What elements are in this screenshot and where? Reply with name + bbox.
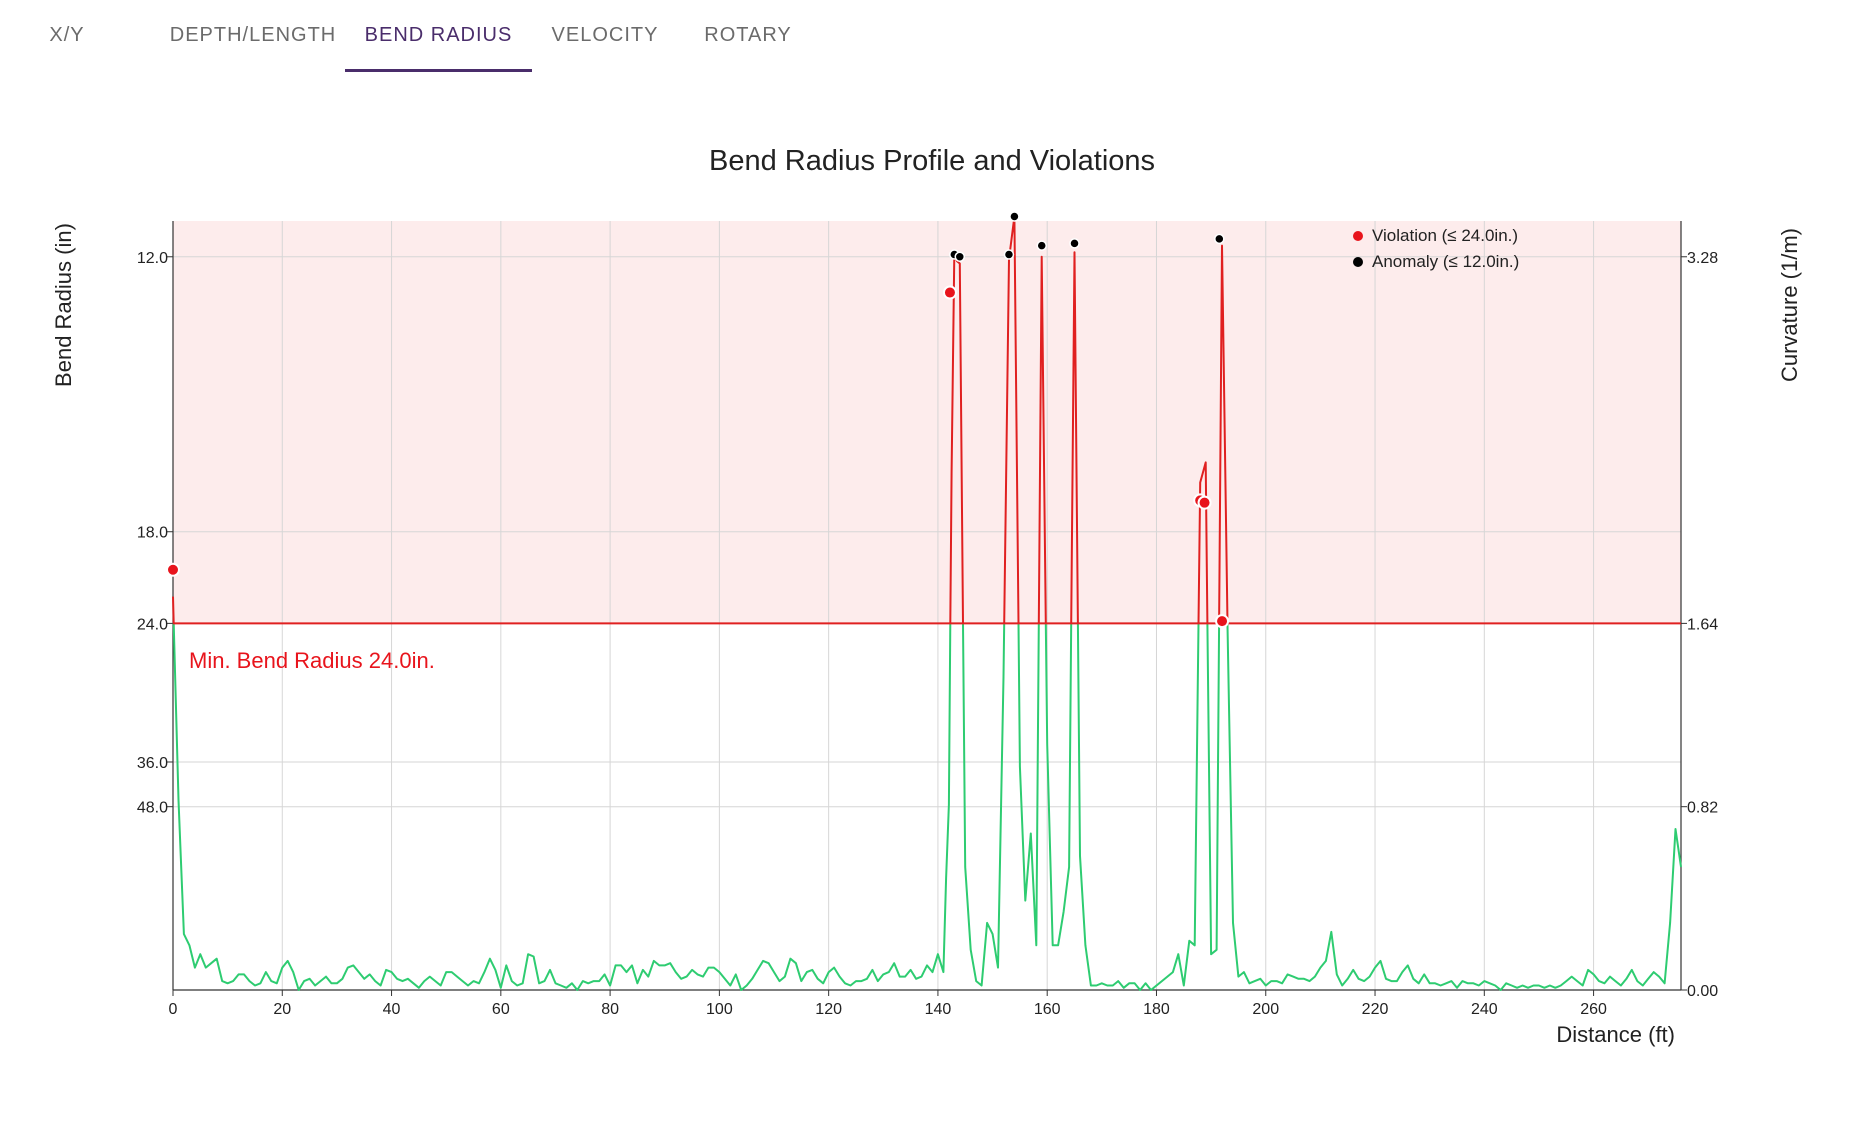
violation-point	[166, 562, 180, 577]
violation-point	[1215, 614, 1230, 629]
tab-xy[interactable]: X/Y	[30, 0, 104, 72]
x-tick-label: 60	[492, 1001, 510, 1018]
x-tick-label: 20	[273, 1001, 291, 1018]
tab-bend-radius-label: BEND RADIUS	[364, 24, 513, 46]
anomaly-point	[1036, 240, 1047, 251]
tab-velocity[interactable]: VELOCITY	[544, 0, 666, 72]
active-tab-indicator	[345, 69, 532, 72]
tab-bar: X/Y DEPTH/LENGTH BEND RADIUS VELOCITY RO…	[0, 0, 1864, 72]
tab-depth-length-label: DEPTH/LENGTH	[169, 24, 337, 46]
violation-marker-icon	[1353, 231, 1363, 241]
x-tick-label: 240	[1471, 1001, 1498, 1018]
legend-item-violation[interactable]: Violation (≤ 24.0in.)	[1353, 223, 1519, 249]
anomaly-point	[1003, 249, 1015, 260]
tab-depth-length[interactable]: DEPTH/LENGTH	[148, 0, 358, 72]
x-axis-label: Distance (ft)	[1556, 1022, 1675, 1047]
tab-velocity-label: VELOCITY	[551, 24, 659, 46]
x-tick-label: 180	[1143, 1001, 1170, 1018]
anomaly-point	[1009, 211, 1020, 222]
violation-point	[1197, 495, 1212, 510]
tab-rotary-label: ROTARY	[704, 24, 792, 46]
y-tick-label-left: 18.0	[137, 525, 168, 542]
chart-title: Bend Radius Profile and Violations	[708, 145, 1156, 177]
y-tick-label-left: 48.0	[137, 800, 168, 817]
y-tick-label-right: 1.64	[1687, 616, 1718, 633]
y-tick-label-right: 0.82	[1687, 800, 1718, 817]
x-tick-label: 0	[169, 1001, 178, 1018]
x-tick-label: 160	[1034, 1001, 1061, 1018]
tab-bend-radius[interactable]: BEND RADIUS	[345, 0, 532, 72]
x-tick-label: 120	[815, 1001, 842, 1018]
legend-violation-label: Violation (≤ 24.0in.)	[1372, 226, 1519, 245]
violation-zone	[173, 221, 1681, 624]
min-bend-radius-label: Min. Bend Radius 24.0in.	[189, 648, 435, 673]
x-tick-label: 260	[1580, 1001, 1607, 1018]
curvature-series-line	[172, 623, 1682, 991]
violation-point	[942, 285, 957, 300]
x-tick-label: 200	[1252, 1001, 1279, 1018]
anomaly-marker-icon	[1353, 257, 1363, 267]
x-tick-label: 80	[601, 1001, 619, 1018]
y-tick-label-left: 12.0	[137, 250, 168, 267]
anomaly-point	[1214, 233, 1225, 245]
anomaly-point	[1069, 238, 1080, 249]
x-tick-label: 40	[383, 1001, 401, 1018]
y-tick-label-right: 0.00	[1687, 983, 1718, 1000]
legend-anomaly-label: Anomaly (≤ 12.0in.)	[1372, 252, 1520, 271]
anomaly-point	[954, 251, 966, 263]
x-tick-label: 100	[706, 1001, 733, 1018]
x-tick-label: 140	[925, 1001, 952, 1018]
x-tick-label: 220	[1362, 1001, 1389, 1018]
chart-legend: Violation (≤ 24.0in.) Anomaly (≤ 12.0in.…	[1353, 223, 1519, 275]
tab-rotary[interactable]: ROTARY	[692, 0, 804, 72]
legend-item-anomaly[interactable]: Anomaly (≤ 12.0in.)	[1353, 249, 1519, 275]
y-tick-label-left: 24.0	[137, 616, 168, 633]
tab-xy-label: X/Y	[49, 24, 85, 46]
y-tick-label-left: 36.0	[137, 755, 168, 772]
y-tick-label-right: 3.28	[1687, 250, 1718, 267]
